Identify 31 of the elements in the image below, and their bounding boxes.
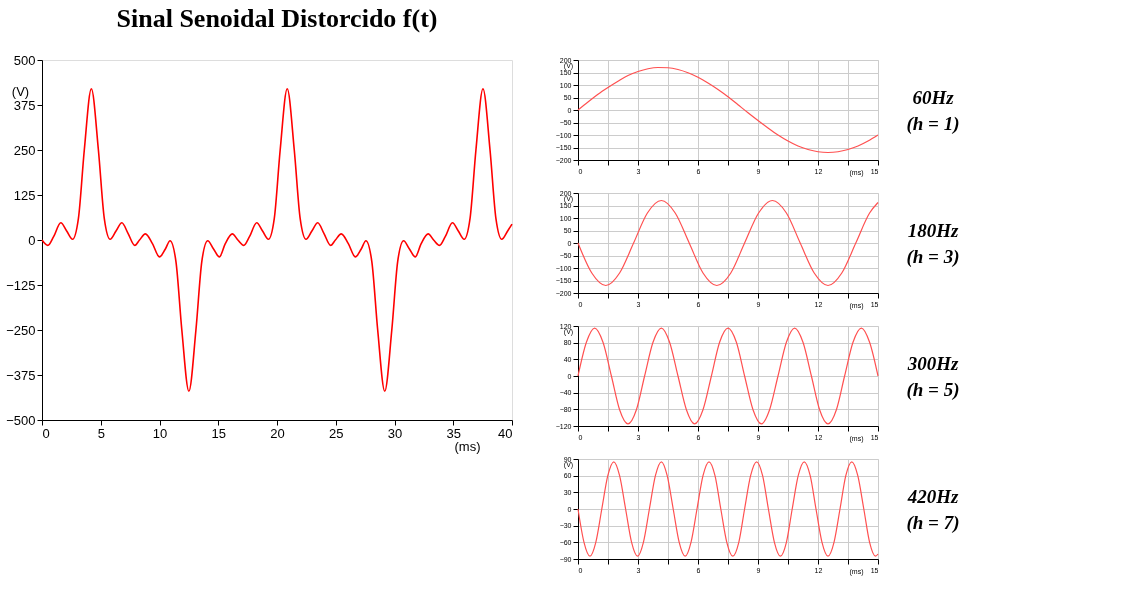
y-tick-label: 0 (28, 232, 36, 248)
x-axis-title: (ms) (454, 438, 481, 454)
text: 420Hz (906, 486, 959, 507)
text: 300Hz (906, 353, 959, 374)
x-tick-label: 0 (42, 425, 50, 441)
y-tick-label: −250 (6, 322, 36, 338)
x-tick-label: 10 (152, 425, 168, 441)
y-tick-label: 250 (13, 142, 36, 158)
text: (h = 1) (906, 113, 960, 135)
text: 60Hz (912, 87, 955, 108)
x-tick-label: 25 (329, 425, 344, 441)
x-tick-label: 30 (387, 425, 403, 441)
y-tick-label: −375 (6, 367, 36, 383)
text: (h = 7) (906, 512, 960, 534)
x-tick-label: 15 (211, 425, 226, 441)
y-tick-label: −500 (6, 412, 36, 428)
y-tick-label: 500 (13, 52, 36, 68)
text: (h = 5) (906, 379, 960, 401)
line-series (577, 66, 879, 154)
x-tick-label: 35 (446, 425, 461, 441)
line-series (41, 88, 513, 392)
x-tick-label: 40 (498, 425, 513, 441)
text: 180Hz (907, 220, 959, 241)
line-series (577, 199, 879, 287)
y-tick-label: −125 (6, 277, 36, 293)
x-tick-label: 5 (97, 425, 105, 441)
y-tick-label: 125 (13, 187, 36, 203)
chart-title: Sinal Senoidal Distorcido f(t) (116, 4, 438, 33)
y-axis-title: (V) (11, 83, 30, 99)
x-tick-label: 20 (270, 425, 285, 441)
text: (h = 3) (906, 246, 960, 268)
